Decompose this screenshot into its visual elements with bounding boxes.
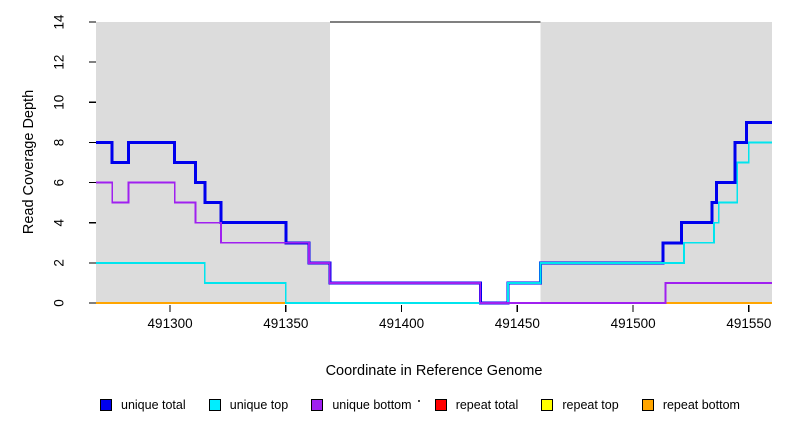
x-tick-label: 491400 — [379, 316, 424, 331]
legend-item-unique-bottom: unique bottom — [311, 398, 412, 412]
legend-swatch-icon — [208, 399, 221, 411]
x-tick-label: 491500 — [611, 316, 656, 331]
legend-label: unique bottom — [332, 398, 412, 412]
x-tick-label: 491550 — [726, 316, 771, 331]
x-axis-title: Coordinate in Reference Genome — [325, 363, 543, 379]
y-tick-label: 4 — [52, 218, 67, 226]
legend-label: repeat top — [562, 398, 619, 412]
legend-item-unique-total: unique total — [100, 398, 186, 412]
shaded-region — [96, 22, 330, 303]
legend-label: repeat total — [455, 398, 519, 412]
x-tick-label: 491450 — [495, 316, 540, 331]
y-tick-label: 8 — [52, 139, 67, 147]
x-tick-label: 491300 — [148, 316, 193, 331]
legend: unique total unique top unique bottom repea… — [100, 396, 740, 414]
y-tick-label: 2 — [52, 259, 67, 267]
series-unique-top — [96, 141, 772, 304]
legend-label: repeat bottom — [662, 398, 740, 412]
legend-swatch-icon — [541, 399, 554, 411]
legend-swatch-icon — [434, 399, 447, 411]
legend-item-unique-top: unique top — [208, 398, 289, 412]
y-tick-label: 12 — [52, 55, 67, 70]
legend-swatch-icon — [641, 399, 654, 411]
y-tick-label: 14 — [52, 14, 67, 30]
legend-item-repeat-top: repeat top — [541, 398, 619, 412]
y-tick-label: 10 — [52, 95, 67, 110]
x-tick-label: 491350 — [263, 316, 308, 331]
legend-swatch-icon — [100, 399, 112, 411]
legend-item-repeat-bottom: repeat bottom — [641, 398, 740, 412]
series-unique-bottom — [96, 181, 772, 304]
y-axis-title: Read Coverage Depth — [21, 89, 37, 235]
legend-swatch-icon — [311, 399, 324, 411]
legend-artifact-dot — [418, 400, 420, 402]
y-tick-label: 0 — [52, 299, 67, 307]
y-tick-label: 6 — [52, 179, 67, 187]
legend-label: unique top — [229, 398, 289, 412]
legend-item-repeat-total: repeat total — [434, 398, 519, 412]
shaded-region — [540, 22, 772, 303]
legend-label: unique total — [121, 398, 186, 412]
